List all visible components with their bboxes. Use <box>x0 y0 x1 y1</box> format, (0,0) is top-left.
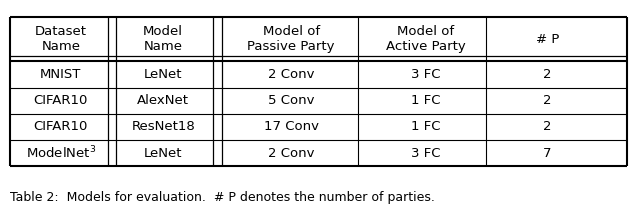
Text: Table 2:  Models for evaluation.  # P denotes the number of parties.: Table 2: Models for evaluation. # P deno… <box>10 191 435 204</box>
Text: 2 Conv: 2 Conv <box>268 147 314 160</box>
Text: ModelNet$^3$: ModelNet$^3$ <box>26 145 96 162</box>
Text: 7: 7 <box>543 147 552 160</box>
Text: 5 Conv: 5 Conv <box>268 94 314 107</box>
Text: CIFAR10: CIFAR10 <box>34 94 88 107</box>
Text: ResNet18: ResNet18 <box>131 120 195 133</box>
Text: MNIST: MNIST <box>40 68 81 81</box>
Text: 2: 2 <box>543 94 552 107</box>
Text: AlexNet: AlexNet <box>137 94 189 107</box>
Text: Dataset
Name: Dataset Name <box>35 25 87 53</box>
Text: CIFAR10: CIFAR10 <box>34 120 88 133</box>
Text: Model
Name: Model Name <box>143 25 183 53</box>
Text: 1 FC: 1 FC <box>411 120 440 133</box>
Text: 2 Conv: 2 Conv <box>268 68 314 81</box>
Text: 1 FC: 1 FC <box>411 94 440 107</box>
Text: 3 FC: 3 FC <box>411 147 440 160</box>
Text: 2: 2 <box>543 120 552 133</box>
Text: # P: # P <box>536 33 559 46</box>
Text: LeNet: LeNet <box>144 147 182 160</box>
Text: 2: 2 <box>543 68 552 81</box>
Text: 3 FC: 3 FC <box>411 68 440 81</box>
Text: LeNet: LeNet <box>144 68 182 81</box>
Text: Model of
Active Party: Model of Active Party <box>386 25 465 53</box>
Text: 17 Conv: 17 Conv <box>264 120 319 133</box>
Text: Model of
Passive Party: Model of Passive Party <box>248 25 335 53</box>
